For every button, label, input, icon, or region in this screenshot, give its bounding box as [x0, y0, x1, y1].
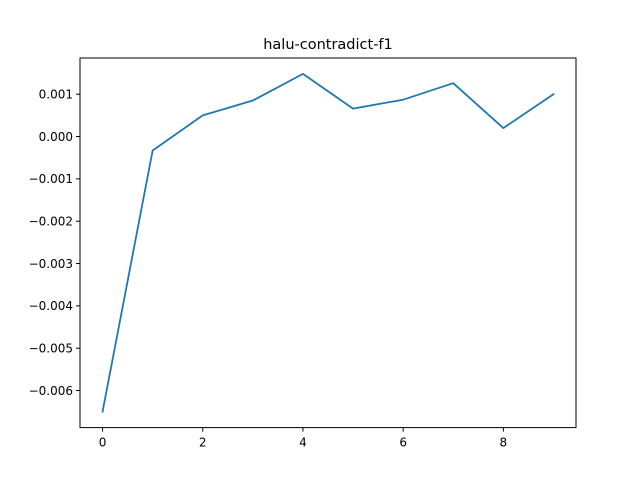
- x-tick-label: 4: [299, 436, 307, 450]
- y-tick-label: −0.006: [29, 384, 73, 398]
- plot-area-frame: [79, 57, 577, 429]
- y-tick-label: −0.002: [29, 215, 73, 229]
- y-tick-label: −0.001: [29, 172, 73, 186]
- y-tick-label: −0.004: [29, 299, 73, 313]
- x-tick-label: 0: [99, 436, 107, 450]
- series-line-0: [101, 72, 555, 413]
- y-tick-label: −0.003: [29, 257, 73, 271]
- y-tick-label: 0.001: [39, 87, 73, 101]
- chart-title: halu-contradict-f1: [263, 37, 393, 53]
- x-tick-label: 2: [199, 436, 207, 450]
- x-tick-label: 6: [399, 436, 407, 450]
- y-tick-label: 0.000: [39, 130, 73, 144]
- y-tick-label: −0.005: [29, 342, 73, 356]
- x-tick-label: 8: [500, 436, 508, 450]
